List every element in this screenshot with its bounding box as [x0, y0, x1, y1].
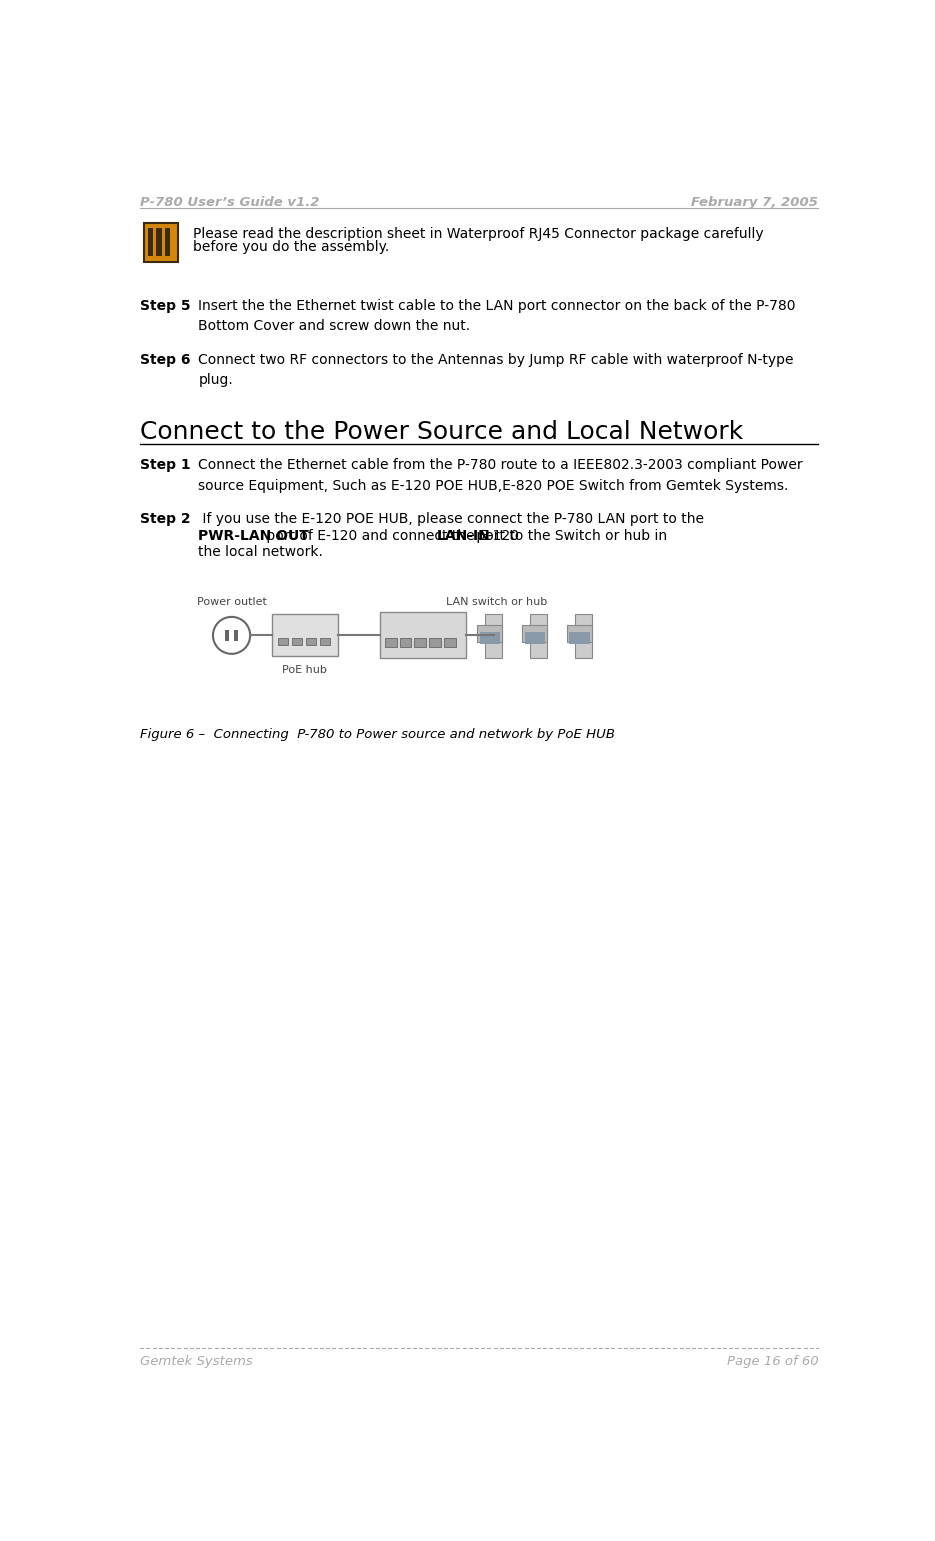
Text: LAN-IN: LAN-IN — [437, 529, 491, 542]
Bar — [225, 630, 229, 641]
Bar — [292, 638, 302, 646]
Bar — [525, 632, 545, 644]
Text: Connect to the Power Source and Local Network: Connect to the Power Source and Local Ne… — [140, 419, 743, 444]
Bar — [400, 638, 411, 647]
Text: Please read the description sheet in Waterproof RJ45 Connector package carefully: Please read the description sheet in Wat… — [193, 227, 764, 240]
Text: Step 5: Step 5 — [140, 299, 191, 313]
Bar — [530, 613, 547, 658]
Bar — [278, 638, 288, 646]
Text: Figure 6 –  Connecting  P-780 to Power source and network by PoE HUB: Figure 6 – Connecting P-780 to Power sou… — [140, 727, 615, 741]
Text: February 7, 2005: February 7, 2005 — [691, 196, 818, 208]
Bar — [144, 223, 178, 262]
Bar — [306, 638, 316, 646]
Bar — [477, 624, 502, 641]
Bar — [381, 612, 466, 658]
Text: Gemtek Systems: Gemtek Systems — [140, 1356, 252, 1368]
Bar — [414, 638, 426, 647]
Text: Step 2: Step 2 — [140, 512, 191, 525]
Bar — [234, 630, 237, 641]
Text: port to the Switch or hub in: port to the Switch or hub in — [472, 529, 667, 542]
Bar — [523, 624, 547, 641]
Text: PWR-LAN OUT: PWR-LAN OUT — [198, 529, 309, 542]
Bar — [575, 613, 592, 658]
Text: the local network.: the local network. — [198, 544, 324, 558]
Text: Connect the Ethernet cable from the P-780 route to a IEEE802.3-2003 compliant Po: Connect the Ethernet cable from the P-78… — [198, 458, 803, 493]
Text: PoE hub: PoE hub — [282, 664, 327, 675]
Bar — [385, 638, 396, 647]
Text: before you do the assembly.: before you do the assembly. — [193, 240, 389, 254]
Bar — [485, 613, 502, 658]
Text: If you use the E-120 POE HUB, please connect the P-780 LAN port to the: If you use the E-120 POE HUB, please con… — [198, 512, 704, 525]
Text: Page 16 of 60: Page 16 of 60 — [726, 1356, 818, 1368]
Bar — [148, 228, 153, 256]
Bar — [165, 228, 170, 256]
Bar — [320, 638, 330, 646]
Bar — [156, 228, 162, 256]
Bar — [569, 632, 590, 644]
Bar — [480, 632, 499, 644]
Text: Step 1: Step 1 — [140, 458, 191, 472]
Bar — [568, 624, 592, 641]
Text: Step 6: Step 6 — [140, 353, 191, 367]
Text: LAN switch or hub: LAN switch or hub — [446, 596, 547, 607]
Bar — [272, 613, 338, 656]
Text: Insert the the Ethernet twist cable to the LAN port connector on the back of the: Insert the the Ethernet twist cable to t… — [198, 299, 796, 333]
Text: Power outlet: Power outlet — [196, 596, 266, 607]
Bar — [444, 638, 455, 647]
Text: Connect two RF connectors to the Antennas by Jump RF cable with waterproof N-typ: Connect two RF connectors to the Antenna… — [198, 353, 794, 387]
Text: port of E-120 and connect the E-120: port of E-120 and connect the E-120 — [262, 529, 524, 542]
Bar — [429, 638, 440, 647]
Text: P-780 User’s Guide v1.2: P-780 User’s Guide v1.2 — [140, 196, 320, 208]
